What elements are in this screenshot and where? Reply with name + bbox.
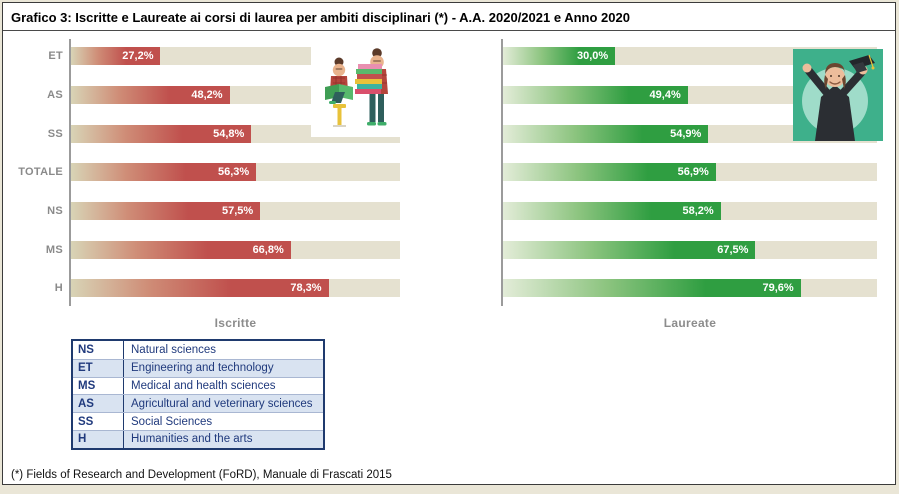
bar-track: 30,0% <box>503 47 877 66</box>
legend-row-et: ET Engineering and technology <box>73 358 323 377</box>
legend-abbr: ET <box>78 362 93 375</box>
bar-row: 54,9% <box>503 114 877 153</box>
bar-laureate-totale: 56,9% <box>503 163 716 182</box>
left-chart-axis-line <box>69 39 71 306</box>
bar-value-label: 67,5% <box>717 243 749 256</box>
students-with-books-illustration <box>311 45 401 137</box>
category-label-et: ET <box>48 50 63 63</box>
bar-track: 56,9% <box>503 163 877 182</box>
legend-abbr: AS <box>78 397 94 410</box>
bar-value-label: 79,6% <box>762 282 794 295</box>
bar-laureate-ss: 54,9% <box>503 124 709 143</box>
bar-value-label: 54,9% <box>670 127 702 140</box>
category-axis-labels: ET AS SS TOTALE NS MS H <box>7 37 63 308</box>
legend-abbr: MS <box>78 379 96 392</box>
legend-row-ns: NS Natural sciences <box>73 341 323 359</box>
caption-iscritte: Iscritte <box>214 316 257 330</box>
bar-row: 79,6% <box>503 269 877 308</box>
bar-value-label: 56,3% <box>218 166 250 179</box>
bar-row: 78,3% <box>71 269 400 308</box>
book-stack <box>355 64 382 94</box>
category-label-h: H <box>54 282 63 295</box>
bar-iscritte-as: 48,2% <box>71 86 230 105</box>
footnote: (*) Fields of Research and Development (… <box>11 469 392 481</box>
legend-abbr: SS <box>78 415 94 428</box>
legend-description: Engineering and technology <box>123 359 323 377</box>
right-chart-axis-line <box>501 39 503 306</box>
legend-description: Medical and health sciences <box>123 377 323 395</box>
bar-track: 54,9% <box>503 124 877 143</box>
bar-iscritte-ms: 66,8% <box>71 240 291 259</box>
mortarboard-cap <box>849 54 875 73</box>
legend-table: NS Natural sciences ET Engineering and tech… <box>71 339 325 450</box>
legend-row-as: AS Agricultural and veterinary sciences <box>73 394 323 413</box>
bar-track: 58,2% <box>503 202 877 221</box>
bar-track: 78,3% <box>71 279 400 298</box>
bar-value-label: 66,8% <box>252 243 284 256</box>
bar-laureate-ms: 67,5% <box>503 240 756 259</box>
category-label-totale: TOTALE <box>18 166 63 179</box>
category-label-ms: MS <box>45 243 63 256</box>
legend-row-h: H Humanities and the arts <box>73 429 323 448</box>
bar-row: 30,0% <box>503 37 877 76</box>
bar-iscritte-ns: 57,5% <box>71 202 261 221</box>
bar-track: 66,8% <box>71 240 400 259</box>
graduate-woman-illustration <box>793 49 883 141</box>
bar-row: 56,9% <box>503 153 877 192</box>
legend-row-ss: SS Social Sciences <box>73 412 323 430</box>
bar-value-label: 58,2% <box>682 205 714 218</box>
legend-description: Agricultural and veterinary sciences <box>123 395 323 413</box>
bar-value-label: 57,5% <box>221 205 254 218</box>
bar-row: 67,5% <box>503 230 877 269</box>
category-label-as: AS <box>47 89 63 102</box>
bar-track: 49,4% <box>503 86 877 105</box>
bar-track: 56,3% <box>71 163 400 182</box>
chart-title: Grafico 3: Iscritte e Laureate ai corsi … <box>3 3 895 31</box>
bar-laureate-et: 30,0% <box>503 47 616 66</box>
caption-laureate: Laureate <box>663 316 717 330</box>
iscritte-bar-series: 27,2% 48,2% 54,8% 56,3% 57,5% 66,8% 78,3% <box>71 37 400 308</box>
bar-laureate-as: 49,4% <box>503 86 688 105</box>
legend-row-ms: MS Medical and health sciences <box>73 376 323 395</box>
bar-value-label: 56,9% <box>677 166 709 179</box>
bar-value-label: 49,4% <box>649 89 681 102</box>
category-label-ss: SS <box>47 127 63 140</box>
legend-description: Natural sciences <box>123 341 323 359</box>
bar-row: 49,4% <box>503 76 877 115</box>
bar-value-label: 78,3% <box>290 282 322 295</box>
bar-row: 58,2% <box>503 192 877 231</box>
bar-track: 57,5% <box>71 202 400 221</box>
legend-description: Social Sciences <box>123 413 323 430</box>
bar-row: 56,3% <box>71 153 400 192</box>
bar-track: 67,5% <box>503 240 877 259</box>
bar-row: 66,8% <box>71 230 400 269</box>
bar-iscritte-ss: 54,8% <box>71 124 252 143</box>
bar-value-label: 54,8% <box>213 127 245 140</box>
bar-track: 79,6% <box>503 279 877 298</box>
bar-laureate-ns: 58,2% <box>503 202 721 221</box>
bar-iscritte-totale: 56,3% <box>71 163 257 182</box>
bar-value-label: 30,0% <box>576 50 609 63</box>
legend-abbr: NS <box>78 343 94 356</box>
bar-iscritte-h: 78,3% <box>71 279 329 298</box>
chart-panel: Grafico 3: Iscritte e Laureate ai corsi … <box>2 2 896 485</box>
bar-iscritte-et: 27,2% <box>71 47 161 66</box>
bar-laureate-h: 79,6% <box>503 279 801 298</box>
bar-value-label: 48,2% <box>191 89 223 102</box>
laureate-bar-series: 30,0% 49,4% 54,9% 56,9% 58,2% 67,5% 79,6% <box>503 37 877 308</box>
legend-description: Humanities and the arts <box>123 430 323 448</box>
category-label-ns: NS <box>47 205 63 218</box>
legend-abbr: H <box>78 433 87 446</box>
bar-value-label: 27,2% <box>122 50 154 63</box>
bar-row: 57,5% <box>71 192 400 231</box>
